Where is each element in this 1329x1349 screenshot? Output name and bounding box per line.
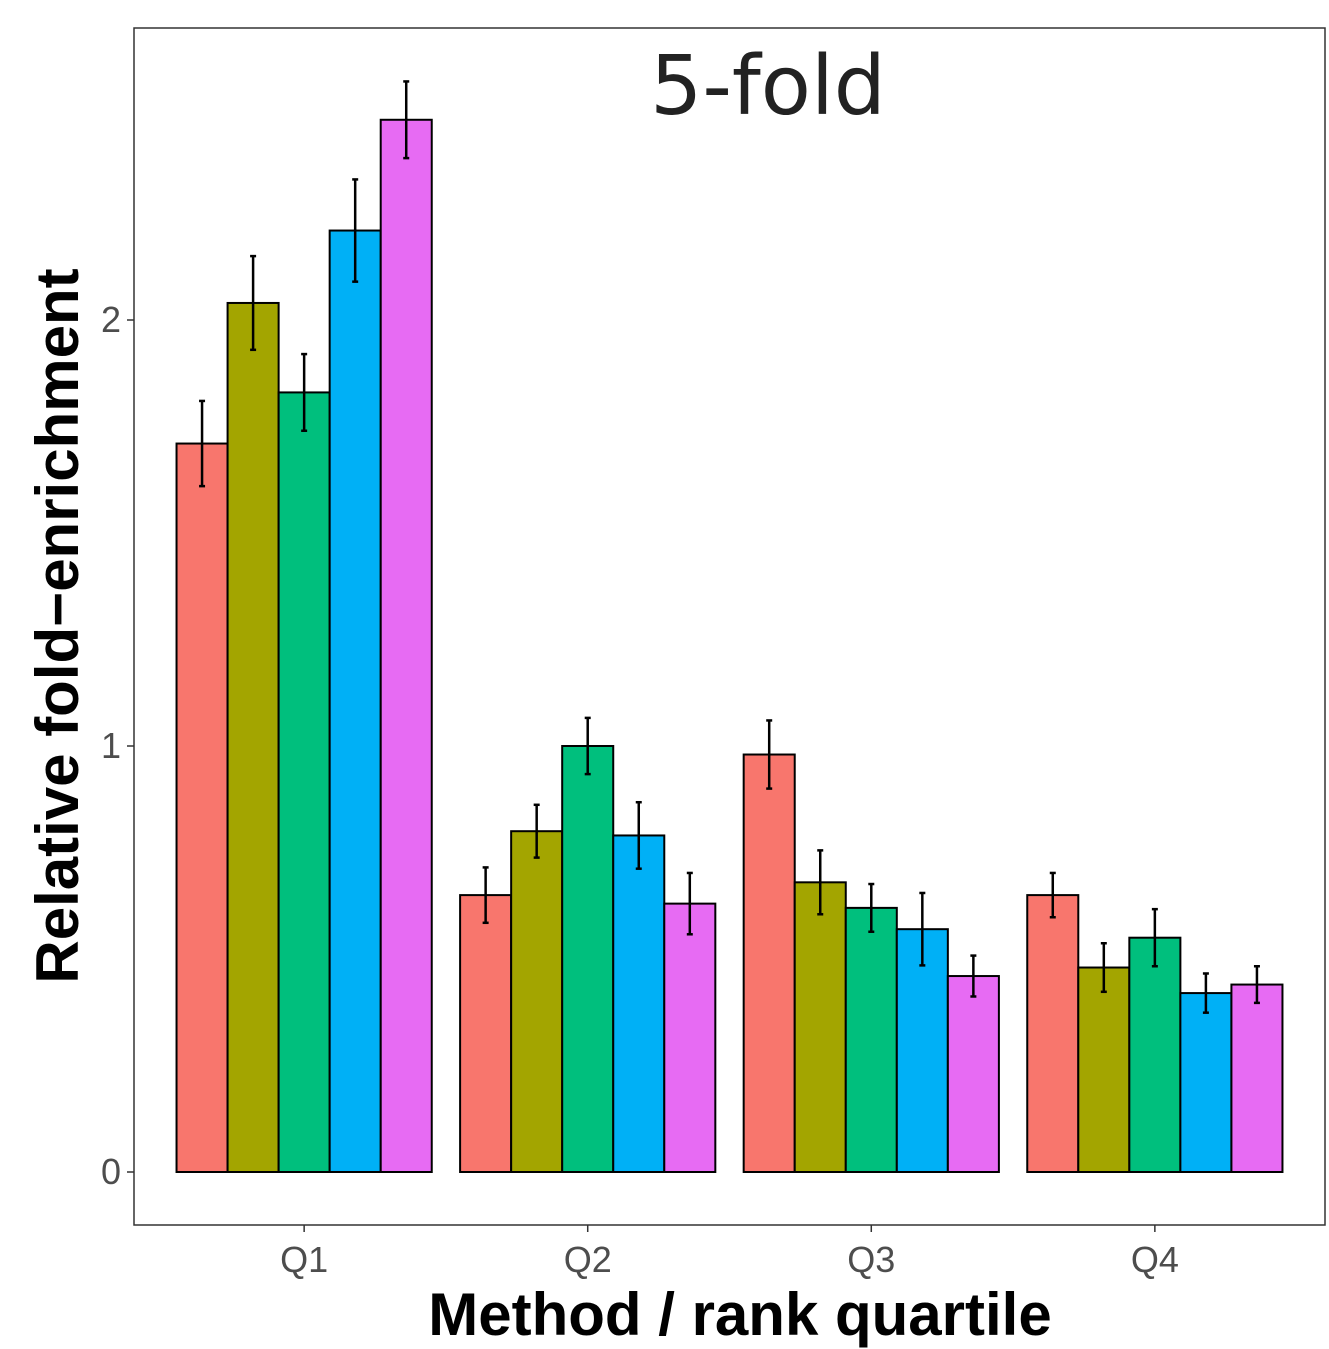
error-bar-q1-2 [250, 254, 257, 352]
bar-q4-2 [1077, 966, 1131, 1174]
y-axis-title: Relative fold−enrichment [24, 268, 91, 983]
error-bar-q2-4 [635, 800, 642, 870]
x-tick-label: Q4 [1131, 1239, 1179, 1280]
bar-q4-4 [1179, 992, 1233, 1174]
y-tick-label: 2 [101, 299, 121, 340]
error-bars-layer [199, 80, 1260, 1014]
error-bar-q2-3 [584, 716, 591, 776]
bar-q1-4 [328, 229, 382, 1174]
error-bar-q3-3 [868, 882, 875, 933]
error-bar-q3-2 [817, 849, 824, 916]
bar-q4-1 [1026, 894, 1080, 1173]
x-axis: Q1 Q2 Q3 Q4 [280, 1225, 1179, 1280]
error-bar-q4-3 [1151, 907, 1158, 968]
panel-border [133, 27, 1326, 1226]
error-bar-q3-1 [766, 719, 773, 790]
x-axis-title: Method / rank quartile [428, 1281, 1051, 1348]
x-tick-label: Q3 [847, 1239, 895, 1280]
error-bar-q1-1 [199, 399, 206, 488]
bar-q1-5 [379, 118, 433, 1173]
bar-q2-2 [510, 830, 564, 1173]
bar-q3-1 [742, 753, 796, 1174]
bar-q1-1 [175, 442, 229, 1174]
x-tick-label: Q2 [564, 1239, 612, 1280]
error-bar-q1-3 [301, 352, 308, 433]
x-tick-label: Q1 [280, 1239, 328, 1280]
bar-q3-2 [793, 881, 847, 1173]
bar-q2-5 [663, 902, 717, 1173]
error-bar-q2-5 [686, 871, 693, 936]
bar-q4-3 [1128, 936, 1182, 1174]
bar-q3-3 [844, 906, 898, 1173]
error-bar-q4-5 [1253, 964, 1260, 1005]
y-tick-label: 1 [101, 725, 121, 766]
bars-layer [175, 118, 1284, 1174]
bar-q1-2 [226, 301, 280, 1173]
error-bar-q4-1 [1049, 871, 1056, 919]
bar-q2-1 [459, 894, 513, 1173]
bar-q2-3 [561, 745, 615, 1173]
bar-q2-4 [612, 834, 666, 1174]
error-bar-q1-4 [352, 178, 359, 283]
chart-title: 5-fold [650, 39, 886, 134]
bar-q3-5 [946, 975, 1000, 1173]
error-bar-q1-5 [403, 80, 410, 160]
error-bar-q2-1 [482, 866, 489, 925]
y-axis: 0 1 2 [101, 299, 134, 1192]
error-bar-q2-2 [533, 803, 540, 859]
error-bar-q4-2 [1100, 941, 1107, 994]
bar-q4-5 [1230, 983, 1284, 1173]
error-bar-q3-5 [970, 954, 977, 998]
bar-q1-3 [277, 391, 331, 1174]
error-bar-q4-4 [1202, 972, 1209, 1014]
error-bar-q3-4 [919, 891, 926, 967]
y-tick-label: 0 [101, 1151, 121, 1192]
